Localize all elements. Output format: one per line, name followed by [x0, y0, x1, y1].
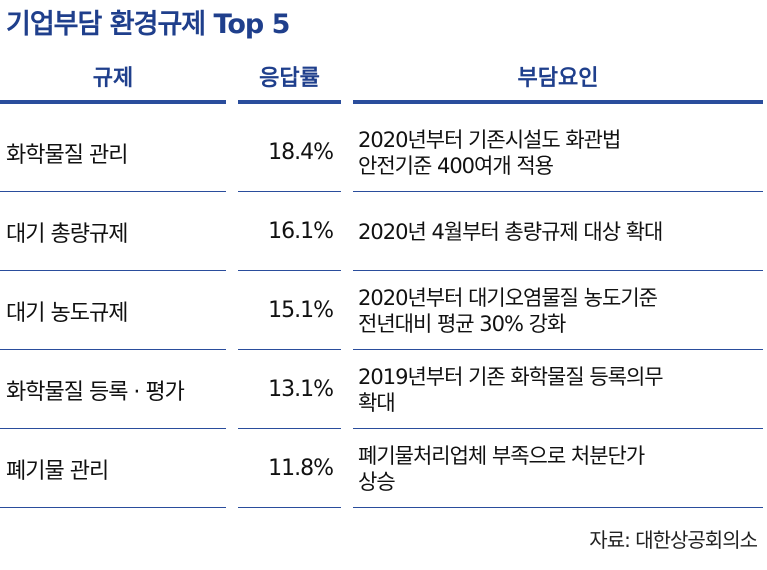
regulation-cell: 대기 총량규제 [0, 193, 226, 271]
source-note: 자료: 대한상공회의소 [589, 528, 758, 552]
regulation-cell: 대기 농도규제 [0, 272, 226, 350]
response-rate-cell: 16.1% [238, 193, 341, 271]
burden-factor-cell: 2020년 4월부터 총량규제 대상 확대 [353, 193, 763, 271]
header-burden-factor: 부담요인 [353, 60, 763, 104]
burden-factor-cell: 2020년부터 기존시설도 화관법 안전기준 400여개 적용 [353, 114, 763, 192]
response-rate-cell: 13.1% [238, 351, 341, 429]
table-row: 화학물질 관리 18.4% 2020년부터 기존시설도 화관법 안전기준 400여… [0, 114, 767, 194]
regulation-cell: 화학물질 등록 · 평가 [0, 351, 226, 429]
page-title: 기업부담 환경규제 Top 5 [6, 9, 290, 40]
table-row: 대기 농도규제 15.1% 2020년부터 대기오염물질 농도기준 전년대비 평균… [0, 272, 767, 352]
burden-factor-cell: 2019년부터 기존 화학물질 등록의무 확대 [353, 351, 763, 429]
header-response-rate: 응답률 [238, 60, 341, 104]
table-row: 폐기물 관리 11.8% 폐기물처리업체 부족으로 처분단가 상승 [0, 430, 767, 510]
header-regulation: 규제 [0, 60, 226, 104]
response-rate-cell: 15.1% [238, 272, 341, 350]
burden-factor-cell: 2020년부터 대기오염물질 농도기준 전년대비 평균 30% 강화 [353, 272, 763, 350]
response-rate-cell: 18.4% [238, 114, 341, 192]
regulation-cell: 폐기물 관리 [0, 430, 226, 508]
table-row: 화학물질 등록 · 평가 13.1% 2019년부터 기존 화학물질 등록의무 확… [0, 351, 767, 431]
table-row: 대기 총량규제 16.1% 2020년 4월부터 총량규제 대상 확대 [0, 193, 767, 273]
regulation-cell: 화학물질 관리 [0, 114, 226, 192]
response-rate-cell: 11.8% [238, 430, 341, 508]
burden-factor-cell: 폐기물처리업체 부족으로 처분단가 상승 [353, 430, 763, 508]
